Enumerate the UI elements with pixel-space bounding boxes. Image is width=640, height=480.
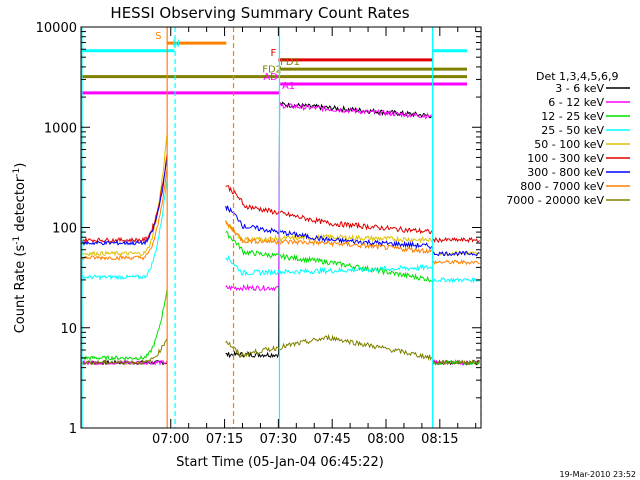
x-tick-label: 07:45 — [313, 432, 350, 447]
x-tick-label: 08:15 — [421, 432, 458, 447]
legend-label: 100 - 300 keV — [527, 152, 604, 165]
x-tick-label: 07:30 — [260, 432, 297, 447]
flag-label: AD — [263, 72, 278, 83]
series-line — [225, 185, 433, 235]
legend-label: 25 - 50 keV — [541, 124, 604, 137]
series-line — [225, 254, 433, 277]
flag-label: A1 — [282, 81, 295, 92]
series-line — [81, 159, 168, 247]
series-line — [432, 359, 480, 366]
series-line — [81, 180, 168, 281]
y-tick-label: 10 — [60, 322, 77, 337]
x-tick-label: 07:15 — [206, 432, 243, 447]
axis-layer: 1 10 100 1000 10000 07:00 07:15 07:30 07:45 08:00… — [36, 21, 482, 447]
series-line — [432, 259, 480, 266]
series-line — [225, 230, 432, 283]
series-line — [81, 289, 168, 362]
flag-label: N — [173, 39, 180, 50]
series-line — [225, 333, 433, 362]
legend-label: 12 - 25 keV — [541, 110, 604, 123]
legend-label: 3 - 6 keV — [555, 82, 604, 95]
y-tick-label: 1000 — [44, 121, 77, 136]
legend-label: 300 - 800 keV — [527, 166, 604, 179]
flag-label: F — [270, 48, 276, 59]
series-line — [432, 236, 480, 244]
series-line — [225, 102, 432, 292]
series-line — [432, 250, 480, 257]
series-line — [225, 101, 432, 359]
y-axis-label-mid: detector — [13, 176, 28, 236]
legend-label: 800 - 7000 keV — [520, 180, 604, 193]
flag-label: FD1 — [280, 57, 300, 68]
chart-title: HESSI Observing Summary Count Rates — [110, 4, 409, 22]
series-line — [81, 168, 168, 261]
series-line — [81, 338, 168, 366]
series-line — [225, 220, 433, 244]
flag-label: FD2 — [262, 65, 282, 76]
y-axis-label: Count Rate (s-1 detector-1) — [12, 163, 28, 334]
timestamp: 19-Mar-2010 23:52 — [560, 470, 637, 479]
series-line — [81, 134, 168, 257]
y-axis-label-exp1: -1 — [12, 236, 22, 245]
series-line — [432, 277, 480, 284]
legend-title: Det 1,3,4,5,6,9 — [536, 70, 619, 83]
y-tick-label: 10000 — [36, 21, 77, 36]
series-line — [225, 220, 433, 254]
y-axis-label-end: ) — [13, 163, 28, 168]
series-line — [81, 154, 168, 244]
x-axis-label: Start Time (05-Jan-04 06:45:22) — [176, 455, 384, 470]
y-axis-label-exp2: -1 — [12, 168, 22, 177]
y-tick-label: 1 — [69, 422, 77, 437]
legend-label: 7000 - 20000 keV — [506, 194, 604, 207]
flag-label: S — [155, 31, 161, 42]
legend-label: 50 - 100 keV — [534, 138, 604, 151]
x-tick-label: 08:00 — [367, 432, 404, 447]
x-tick-label: 07:00 — [152, 432, 189, 447]
y-axis-label-main: Count Rate (s — [13, 245, 28, 334]
legend-label: 6 - 12 keV — [548, 96, 604, 109]
y-tick-label: 100 — [52, 222, 77, 237]
series-line — [225, 205, 433, 250]
series-layer — [81, 101, 481, 366]
